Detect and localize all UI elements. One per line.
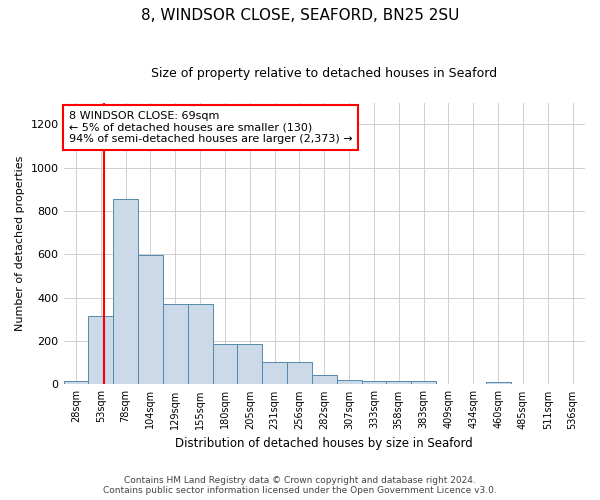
Y-axis label: Number of detached properties: Number of detached properties: [15, 156, 25, 331]
Bar: [188, 304, 212, 384]
Bar: [238, 344, 262, 385]
Bar: [312, 374, 337, 384]
Bar: [88, 316, 113, 384]
Bar: [138, 256, 163, 384]
Title: Size of property relative to detached houses in Seaford: Size of property relative to detached ho…: [151, 68, 497, 80]
Bar: [212, 344, 238, 385]
Text: Contains HM Land Registry data © Crown copyright and database right 2024.
Contai: Contains HM Land Registry data © Crown c…: [103, 476, 497, 495]
Text: 8, WINDSOR CLOSE, SEAFORD, BN25 2SU: 8, WINDSOR CLOSE, SEAFORD, BN25 2SU: [141, 8, 459, 22]
Bar: [163, 304, 188, 384]
Bar: [337, 380, 362, 384]
Bar: [411, 381, 436, 384]
Bar: [386, 381, 411, 384]
Text: 8 WINDSOR CLOSE: 69sqm
← 5% of detached houses are smaller (130)
94% of semi-det: 8 WINDSOR CLOSE: 69sqm ← 5% of detached …: [69, 111, 352, 144]
Bar: [287, 362, 312, 384]
Bar: [362, 381, 386, 384]
Bar: [64, 381, 88, 384]
X-axis label: Distribution of detached houses by size in Seaford: Distribution of detached houses by size …: [175, 437, 473, 450]
Bar: [262, 362, 287, 384]
Bar: [485, 382, 511, 384]
Bar: [113, 199, 138, 384]
